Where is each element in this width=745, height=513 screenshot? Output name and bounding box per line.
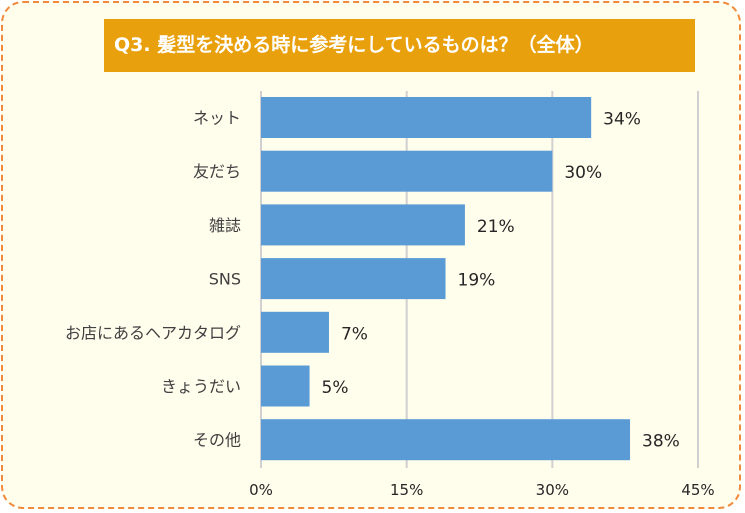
category-label: SNS <box>209 270 241 289</box>
bar <box>261 97 592 138</box>
bar <box>261 204 465 246</box>
data-label: 19% <box>458 271 496 291</box>
x-tick-label: 15% <box>390 481 423 499</box>
x-tick-label: 45% <box>681 481 714 499</box>
bar <box>261 258 446 300</box>
category-label: 雑誌 <box>209 216 241 235</box>
data-label: 34% <box>603 110 641 130</box>
category-label: 友だち <box>193 162 241 181</box>
x-tick-label: 0% <box>249 481 273 499</box>
category-label: ネット <box>193 109 241 128</box>
data-label: 30% <box>564 163 602 183</box>
bar <box>261 150 553 192</box>
data-label: 38% <box>642 432 680 452</box>
category-label: きょうだい <box>161 377 241 396</box>
category-label: お店にあるヘアカタログ <box>65 323 241 342</box>
chart-title: Q3. 髪型を決める時に参考にしているものは？（全体） <box>104 19 695 72</box>
data-label: 21% <box>477 217 515 237</box>
category-label: その他 <box>193 431 241 450</box>
x-tick-label: 30% <box>536 481 569 499</box>
bar <box>261 419 631 461</box>
data-label: 5% <box>322 378 349 398</box>
data-label: 7% <box>341 324 368 344</box>
bar <box>261 311 329 353</box>
bar <box>261 365 310 407</box>
